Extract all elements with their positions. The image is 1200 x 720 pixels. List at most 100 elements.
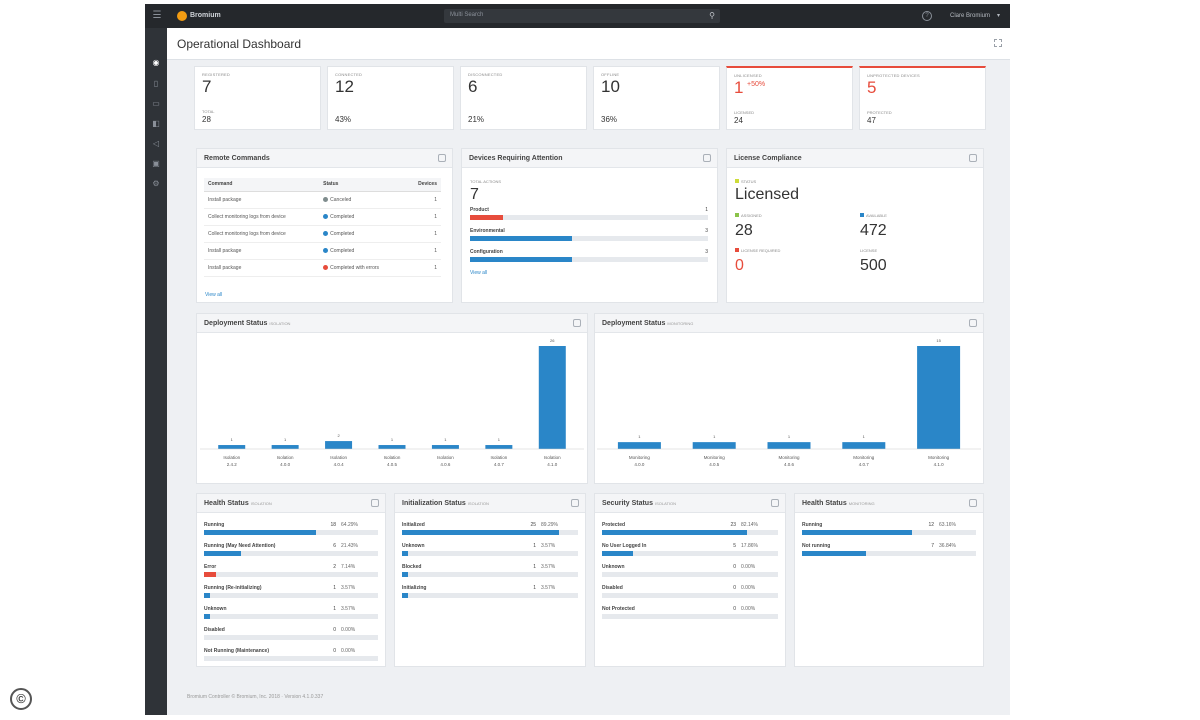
column-header[interactable]: Command bbox=[204, 178, 320, 192]
kpi-label: Unlicensed bbox=[734, 73, 762, 78]
policies-nav-icon[interactable]: ◧ bbox=[152, 119, 160, 128]
bar-value-label: 1 bbox=[498, 437, 501, 442]
brand-name: Bromium bbox=[190, 12, 221, 19]
command-cell: Collect monitoring logs from device bbox=[204, 208, 320, 226]
chart-bar[interactable] bbox=[218, 445, 246, 449]
kpi-value: 6 bbox=[468, 77, 478, 96]
view-all-link[interactable]: View all bbox=[205, 292, 223, 298]
chart-bar[interactable] bbox=[325, 441, 353, 449]
health-status-isolation-panel: Health Status Isolation Running 18 64.29% Ru… bbox=[196, 493, 386, 667]
comment-icon[interactable] bbox=[571, 499, 579, 507]
chart-bar[interactable] bbox=[842, 442, 886, 449]
hamburger-menu-icon[interactable]: ☰ bbox=[152, 10, 162, 21]
comment-icon[interactable] bbox=[969, 154, 977, 162]
status-item-label: Disabled bbox=[602, 585, 623, 591]
dashboard-nav-icon[interactable]: ◉ bbox=[152, 58, 160, 67]
attention-item-bar bbox=[470, 236, 573, 241]
comment-icon[interactable] bbox=[703, 154, 711, 162]
kpi-connected[interactable]: Connected 12 43% bbox=[327, 66, 454, 130]
panel-header: Remote Commands bbox=[197, 149, 452, 168]
table-row[interactable]: Install package Canceled 1 bbox=[204, 191, 441, 209]
alerts-nav-icon[interactable]: ◁ bbox=[152, 139, 160, 148]
table-row[interactable]: Install package Completed 1 bbox=[204, 242, 441, 260]
comment-icon[interactable] bbox=[371, 499, 379, 507]
status-item-track bbox=[204, 593, 378, 598]
kpi-disconnected[interactable]: Disconnected 6 21% bbox=[460, 66, 587, 130]
status-item-percent: 64.29% bbox=[341, 522, 358, 528]
status-item-count: 1 bbox=[533, 543, 536, 549]
status-item-percent: 0.00% bbox=[341, 627, 356, 633]
fullscreen-icon[interactable] bbox=[994, 39, 1002, 47]
x-tick-label: Monitoring bbox=[853, 455, 875, 460]
status-text: Completed with errors bbox=[330, 264, 380, 271]
status-item-label: Not Running (Maintenance) bbox=[204, 648, 269, 654]
threats-nav-icon[interactable]: ▣ bbox=[152, 159, 160, 168]
view-all-link[interactable]: View all bbox=[470, 270, 488, 276]
x-tick-label: Monitoring bbox=[928, 455, 950, 460]
column-header[interactable]: Devices bbox=[404, 178, 441, 192]
status-dot-icon bbox=[323, 213, 329, 219]
panel-header: Deployment Status Isolation bbox=[197, 314, 587, 333]
command-cell: Install package bbox=[204, 259, 320, 277]
table-row[interactable]: Install package Completed with errors 1 bbox=[204, 259, 441, 277]
kpi-unprotected-devices[interactable]: Unprotected Devices 5 Protected 47 bbox=[859, 66, 986, 130]
chart-bar[interactable] bbox=[271, 445, 299, 449]
devices-nav-icon[interactable]: ▯ bbox=[153, 79, 159, 88]
bar-value-label: 2 bbox=[337, 433, 340, 438]
status-item-percent: 3.57% bbox=[541, 564, 556, 570]
status-item-count: 5 bbox=[733, 543, 736, 549]
search-icon[interactable]: ⚲ bbox=[709, 11, 715, 20]
chart-bar[interactable] bbox=[485, 445, 513, 449]
kpi-sub-value: 24 bbox=[734, 116, 743, 125]
kpi-sub-value: 36% bbox=[601, 115, 618, 124]
status-item-count: 1 bbox=[333, 606, 336, 612]
chart-bar[interactable] bbox=[917, 346, 961, 449]
required-label-text: License required bbox=[741, 248, 781, 253]
bar-value-label: 15 bbox=[936, 338, 941, 343]
panel-title: Health Status Isolation bbox=[204, 499, 272, 508]
status-label-text: Status bbox=[741, 179, 757, 184]
x-tick-label: Isolation bbox=[437, 455, 454, 460]
comment-icon[interactable] bbox=[438, 154, 446, 162]
panel-header: Deployment Status Monitoring bbox=[595, 314, 983, 333]
comment-icon[interactable] bbox=[969, 319, 977, 327]
attention-item-bar bbox=[470, 257, 573, 262]
status-item-track bbox=[402, 551, 578, 556]
deployment-monitoring-chart: 1 Monitoring 4.0.0 1 Monitoring 4.0.5 1 Monitor… bbox=[597, 338, 981, 467]
status-label: Status bbox=[735, 179, 756, 184]
status-item-percent: 0.00% bbox=[741, 606, 756, 612]
kpi-value: 12 bbox=[335, 77, 354, 96]
chart-bar[interactable] bbox=[538, 346, 566, 449]
status-item-bar bbox=[204, 572, 217, 577]
panel-title: Health Status Monitoring bbox=[802, 499, 875, 508]
help-icon[interactable]: ? bbox=[922, 11, 932, 21]
chart-bar[interactable] bbox=[378, 445, 406, 449]
user-menu[interactable]: Clare Bromium bbox=[950, 13, 991, 19]
multi-search-input[interactable]: Multi Search bbox=[444, 9, 720, 23]
table-row[interactable]: Collect monitoring logs from device Compl… bbox=[204, 225, 441, 243]
panel-title: Deployment Status Isolation bbox=[204, 319, 290, 328]
kpi-registered[interactable]: Registered 7 Total 28 bbox=[194, 66, 321, 130]
panel-title: Initialization Status Isolation bbox=[402, 499, 489, 508]
kpi-offline[interactable]: Offline 10 36% bbox=[593, 66, 720, 130]
reports-nav-icon[interactable]: ▭ bbox=[152, 99, 160, 108]
status-item-bar bbox=[204, 593, 211, 598]
status-item-label: Initialized bbox=[402, 522, 425, 528]
settings-nav-icon[interactable]: ⚙ bbox=[152, 179, 160, 188]
chart-bar[interactable] bbox=[692, 442, 736, 449]
comment-icon[interactable] bbox=[573, 319, 581, 327]
chart-bar[interactable] bbox=[617, 442, 661, 449]
kpi-delta: +50% bbox=[747, 81, 766, 88]
chart-bar[interactable] bbox=[431, 445, 459, 449]
comment-icon[interactable] bbox=[969, 499, 977, 507]
chart-bar[interactable] bbox=[767, 442, 811, 449]
attention-item-count: 1 bbox=[705, 207, 708, 213]
chevron-down-icon[interactable]: ▾ bbox=[997, 13, 1001, 19]
kpi-unlicensed[interactable]: Unlicensed 1 +50% Licensed 24 bbox=[726, 66, 853, 130]
deployment-status-isolation-panel: Deployment Status Isolation 1 Isolation 2.4… bbox=[196, 313, 588, 484]
table-row[interactable]: Collect monitoring logs from device Compl… bbox=[204, 208, 441, 226]
column-header[interactable]: Status bbox=[319, 178, 405, 192]
panel-header: Devices Requiring Attention bbox=[462, 149, 717, 168]
devices-cell: 1 bbox=[404, 242, 441, 260]
comment-icon[interactable] bbox=[771, 499, 779, 507]
